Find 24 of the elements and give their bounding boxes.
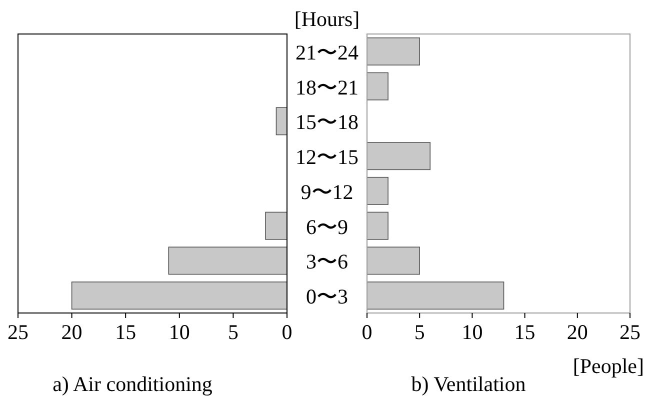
y-tick-label: 9〜12 <box>300 180 354 204</box>
y-tick-label: 3〜6 <box>306 250 348 274</box>
x-tick-label: 15 <box>514 320 536 344</box>
y-tick-label: 0〜3 <box>306 284 348 309</box>
x-tick-label: 15 <box>115 320 136 344</box>
y-axis-title: [Hours] <box>294 7 360 31</box>
text: a) Air conditioning <box>52 372 213 396</box>
x-axis-title: [People] <box>572 354 644 378</box>
x-tick-label: 20 <box>61 320 82 344</box>
x-tick-label: 20 <box>566 320 588 344</box>
x-tick-label: 5 <box>228 320 238 344</box>
x-tick-label: 10 <box>462 320 483 344</box>
y-tick-label: 18〜21 <box>296 75 358 100</box>
y-tick-label: 6〜9 <box>306 214 348 239</box>
x-tick-label: 25 <box>8 320 28 344</box>
y-tick-label: 21〜24 <box>296 40 359 64</box>
x-tick-label: 0 <box>362 320 372 344</box>
x-tick-label: 25 <box>620 320 640 344</box>
x-tick-label: 5 <box>414 320 425 344</box>
y-tick-label: 15〜18 <box>296 110 358 134</box>
text: b) Ventilation <box>411 372 526 396</box>
y-tick-label: 12〜15 <box>296 145 358 170</box>
x-tick-label: 0 <box>282 320 292 344</box>
x-tick-label: 10 <box>168 320 190 344</box>
